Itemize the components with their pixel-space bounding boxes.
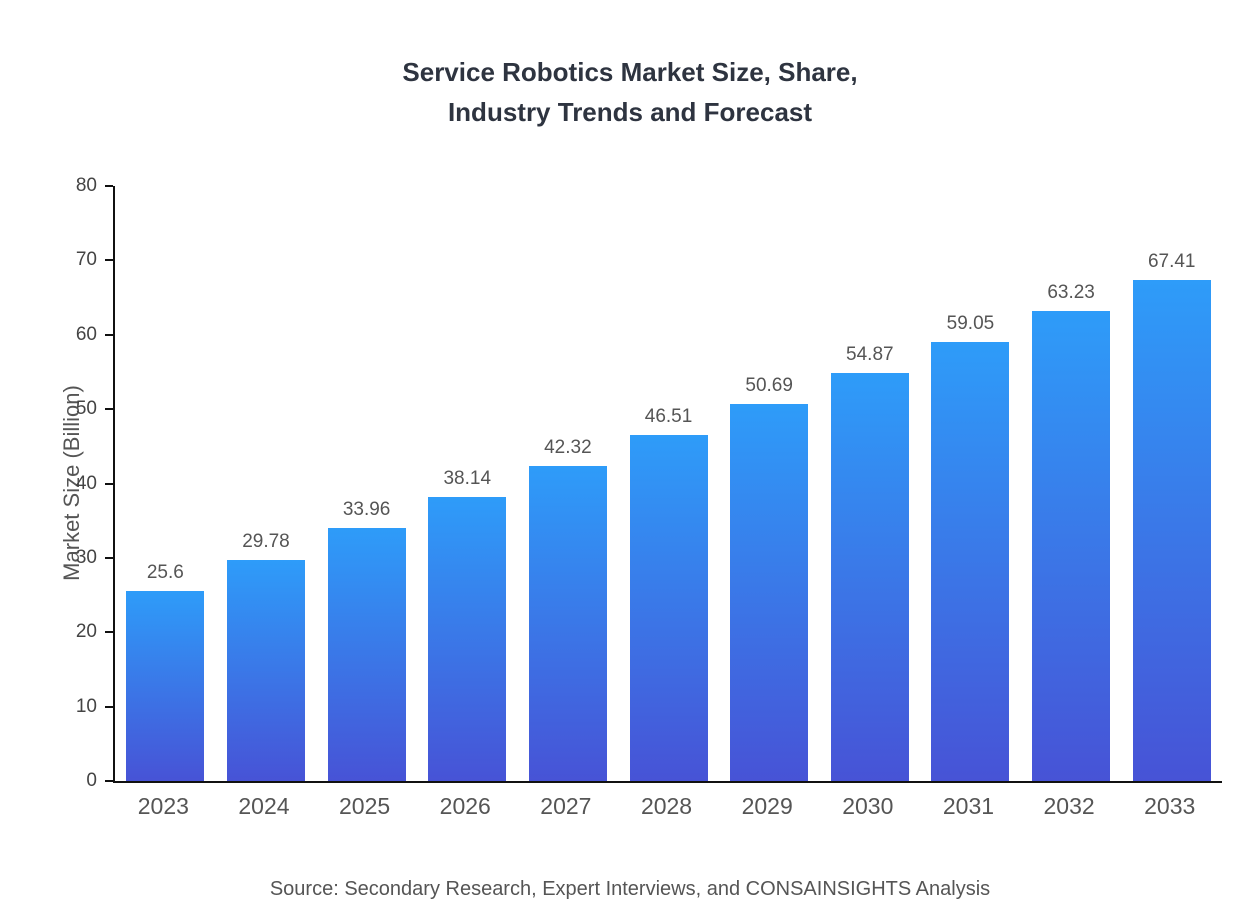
bar-value-label: 42.32 [544,437,592,459]
bar [528,466,607,781]
bar-group-2029: 50.69 [719,186,820,781]
bar-group-2027: 42.32 [518,186,619,781]
bar-value-label: 63.23 [1047,281,1095,303]
y-tick-mark [105,705,113,708]
x-tick-label-2026: 2026 [439,793,491,819]
bar [126,590,205,781]
x-tick-label-2032: 2032 [1043,793,1095,819]
y-tick-mark [105,631,113,634]
bar-group-2033: 67.41 [1121,186,1222,781]
bar-value-label: 25.6 [146,561,184,583]
y-tick-label: 10 [75,695,97,717]
x-tick-label-2031: 2031 [942,793,995,819]
chart-title-line1: Service Robotics Market Size, Share, [402,57,858,87]
bar-value-label: 54.87 [846,343,894,365]
bar [629,435,708,781]
x-tick-label-2030: 2030 [842,793,894,819]
y-tick-mark [105,556,113,559]
bar-value-label: 46.51 [644,406,693,428]
bar-value-label: 38.14 [443,468,492,490]
source-note: Source: Secondary Research, Expert Inter… [269,878,991,900]
bar-value-label: 67.41 [1147,250,1196,272]
x-tick-label-2025: 2025 [339,793,391,819]
y-tick-mark [105,259,113,262]
y-axis-title: Market Size (Billion) [59,385,84,581]
y-tick-mark [105,482,113,485]
x-tick-label-2033: 2033 [1144,793,1196,819]
bars-container: 25.6 29.78 33.96 38.14 42.32 46.51 50.69 54.87 5… [115,186,1222,781]
x-tick-label-2027: 2027 [540,793,592,819]
bar-group-2028: 46.51 [618,186,719,781]
bar [730,404,809,781]
y-tick-mark [105,333,113,336]
bar [226,559,305,781]
bar-group-2025: 33.96 [316,186,417,781]
x-tick-label-2029: 2029 [741,793,793,819]
bar [1032,310,1111,781]
x-tick-label-2023: 2023 [137,793,189,819]
bar-value-label: 33.96 [342,499,391,521]
bar-group-2031: 59.05 [920,186,1021,781]
x-tick-label-2028: 2028 [640,793,693,819]
y-tick-label: 70 [75,249,97,271]
x-axis-labels: 2023 2024 2025 2026 2027 2028 2029 2030 2031 2032… [113,793,1220,820]
bar-value-label: 29.78 [242,530,290,552]
y-tick-mark [105,185,113,187]
chart-title: Service Robotics Market Size, Share, Ind… [0,52,1260,132]
plot-area: 0 10 20 30 40 50 60 70 80 25.6 29.78 33.96 38.14 42.… [76,175,1222,791]
y-tick-mark [105,408,113,411]
bar [428,497,507,781]
bar-value-label: 59.05 [946,312,995,334]
chart-title-line2: Industry Trends and Forecast [447,97,813,127]
y-tick-label: 0 [86,770,97,791]
bar-value-label: 50.69 [745,375,793,396]
y-tick-mark [105,780,113,782]
bar-group-2023: 25.6 [115,186,216,781]
bar-group-2030: 54.87 [819,186,920,781]
bar [830,372,909,781]
y-tick-label: 80 [75,175,97,196]
bar [931,341,1010,781]
x-tick-label-2024: 2024 [238,793,290,819]
bar-group-2026: 38.14 [417,186,518,781]
bar [1132,279,1211,781]
bar-group-2032: 63.23 [1021,186,1122,781]
bar [327,528,406,781]
bar-group-2024: 29.78 [216,186,317,781]
